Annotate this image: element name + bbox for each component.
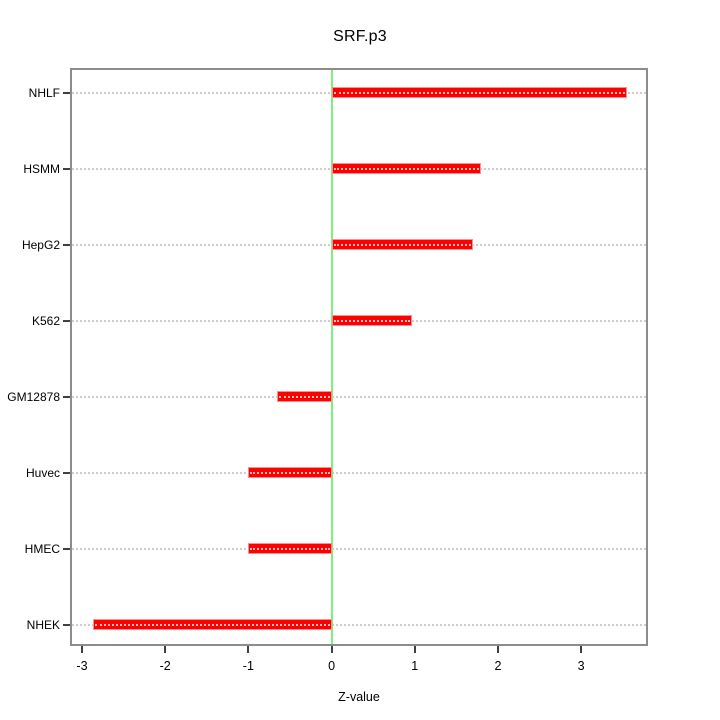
bar-center-dots	[250, 547, 330, 550]
bar-gm12878	[277, 391, 332, 402]
x-tick-label-1: 1	[411, 659, 419, 673]
gridline-nhek	[72, 624, 646, 626]
x-tick--1	[247, 646, 250, 653]
y-tick-hepg2	[63, 244, 70, 246]
y-label-nhlf: NHLF	[28, 86, 60, 100]
x-tick-0	[330, 646, 333, 653]
y-tick-gm12878	[63, 396, 70, 398]
bar-huvec	[248, 467, 332, 478]
plot-area: NHLF HSMM HepG2 K562 GM12878 Huvec HMEC NHEK -3 -…	[7, 68, 648, 673]
bar-center-dots	[94, 623, 330, 626]
bar-hepg2	[331, 239, 473, 250]
y-label-hmec: HMEC	[24, 542, 60, 556]
y-tick-nhek	[63, 624, 70, 626]
x-tick--2	[164, 646, 167, 653]
x-tick-label-3: 3	[577, 659, 585, 673]
y-label-gm12878: GM12878	[7, 390, 60, 404]
x-tick-label--3: -3	[76, 659, 88, 673]
gridline-gm12878	[72, 396, 646, 398]
zero-reference-line	[330, 70, 333, 644]
bar-nhek	[92, 619, 332, 630]
x-tick-label-0: 0	[328, 659, 336, 673]
x-tick-label--1: -1	[242, 659, 254, 673]
y-tick-hmec	[63, 548, 70, 550]
x-tick-1	[413, 646, 416, 653]
bar-center-dots	[333, 243, 471, 246]
y-label-hsmm: HSMM	[23, 162, 60, 176]
bar-center-dots	[279, 395, 330, 398]
x-tick-label--2: -2	[159, 659, 171, 673]
y-tick-nhlf	[63, 92, 70, 94]
x-tick-label-2: 2	[494, 659, 502, 673]
plot-inner: NHLF HSMM HepG2 K562 GM12878 Huvec HMEC NHEK -3 -…	[7, 70, 646, 673]
y-tick-huvec	[63, 472, 70, 474]
bar-center-dots	[333, 319, 411, 322]
y-label-huvec: Huvec	[25, 466, 60, 480]
y-label-hepg2: HepG2	[21, 238, 60, 252]
bar-k562	[331, 315, 413, 326]
chart-title: SRF.p3	[333, 28, 387, 45]
bar-center-dots	[250, 471, 330, 474]
y-tick-hsmm	[63, 168, 70, 170]
bar-hsmm	[331, 163, 482, 174]
gridline-hmec	[72, 548, 646, 550]
gridline-huvec	[72, 472, 646, 474]
x-tick--3	[80, 646, 83, 653]
y-tick-k562	[63, 320, 70, 322]
y-label-k562: K562	[31, 314, 60, 328]
bar-nhlf	[331, 87, 627, 98]
x-tick-3	[580, 646, 583, 653]
bar-center-dots	[333, 91, 625, 94]
x-axis-title: Z-value	[338, 690, 380, 704]
bar-hmec	[248, 543, 332, 554]
bar-center-dots	[333, 167, 480, 170]
y-label-nhek: NHEK	[26, 618, 60, 632]
x-tick-2	[496, 646, 499, 653]
